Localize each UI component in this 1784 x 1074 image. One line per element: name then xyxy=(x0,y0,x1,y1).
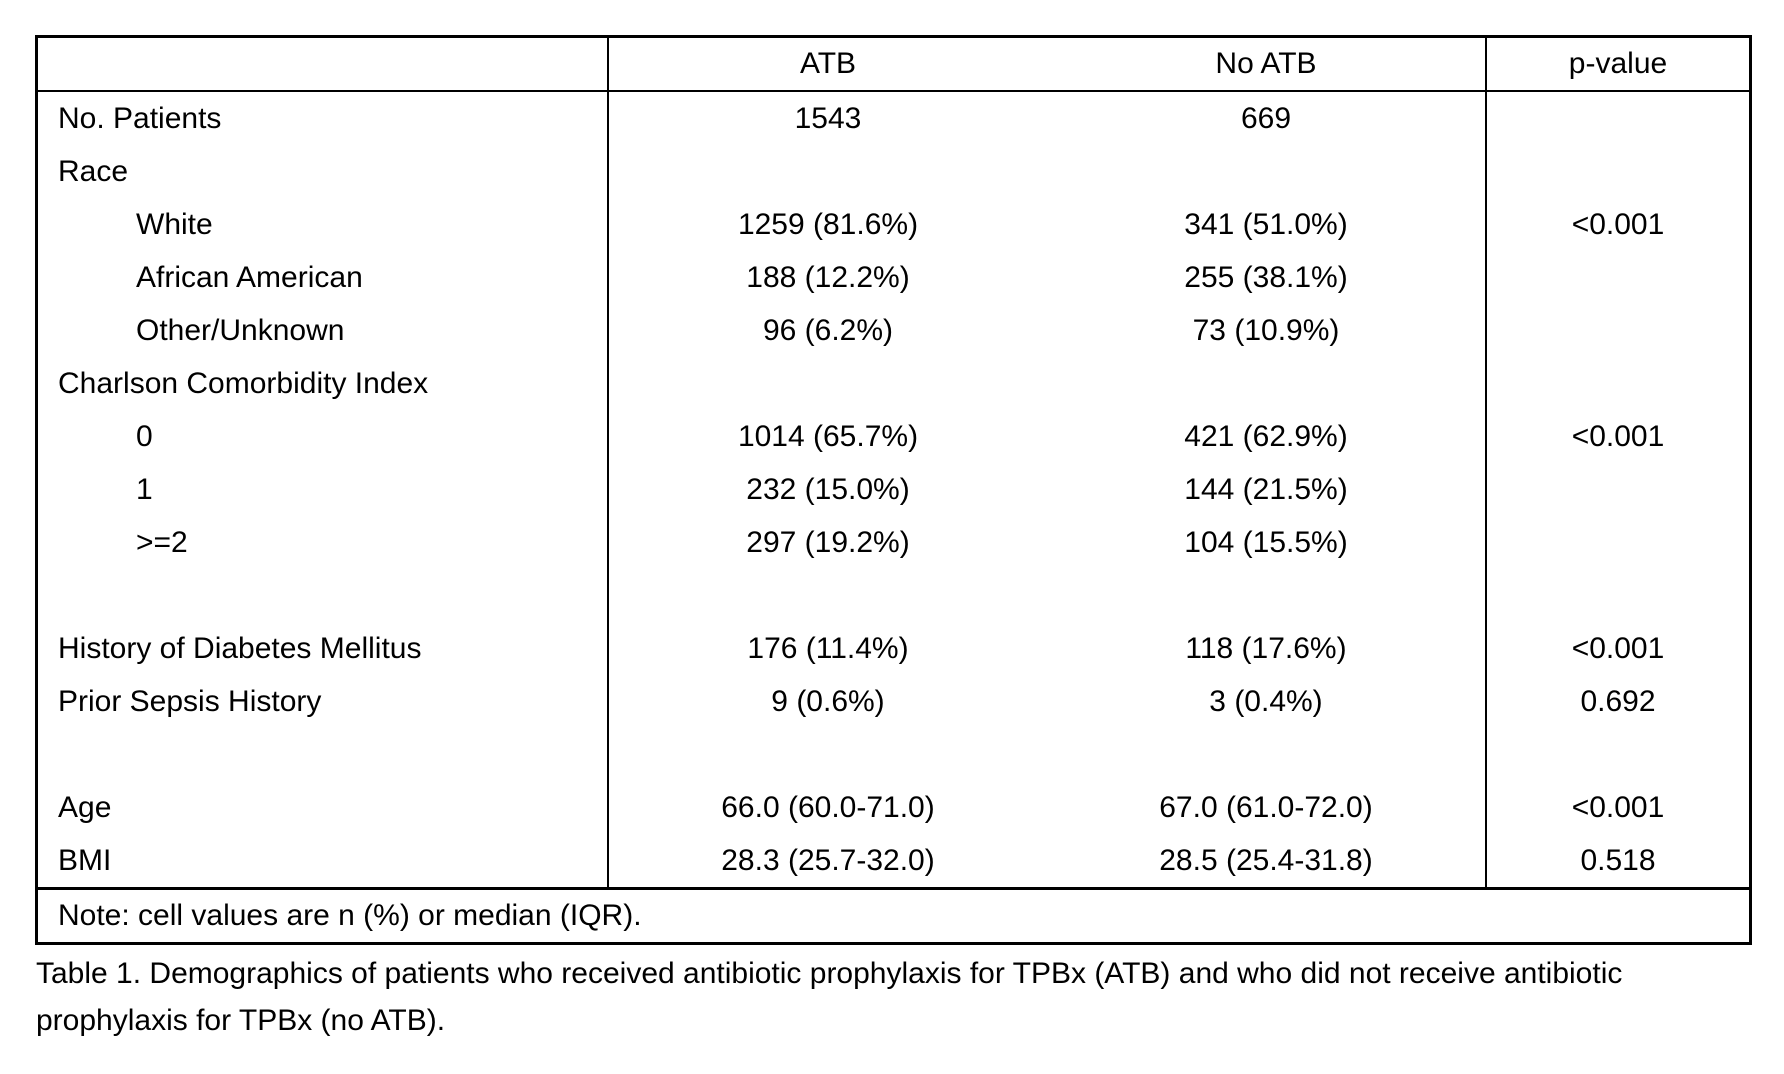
table-row: No. Patients 1543 669 xyxy=(38,92,1749,145)
cell-no-atb xyxy=(1047,357,1487,410)
row-label: 1 xyxy=(38,463,609,516)
row-label: 0 xyxy=(38,410,609,463)
header-no-atb: No ATB xyxy=(1047,38,1487,90)
table-row: History of Diabetes Mellitus 176 (11.4%) 1… xyxy=(38,622,1749,675)
cell-atb xyxy=(609,569,1047,622)
row-label: Race xyxy=(38,145,609,198)
row-label: Prior Sepsis History xyxy=(38,675,609,728)
table-row: >=2 297 (19.2%) 104 (15.5%) xyxy=(38,516,1749,569)
table-row: White 1259 (81.6%) 341 (51.0%) <0.001 xyxy=(38,198,1749,251)
cell-p-value xyxy=(1487,304,1749,357)
table-row: Age 66.0 (60.0-71.0) 67.0 (61.0-72.0) <0.00… xyxy=(38,781,1749,834)
cell-no-atb: 255 (38.1%) xyxy=(1047,251,1487,304)
cell-p-value: <0.001 xyxy=(1571,207,1665,241)
cell-p-value xyxy=(1487,251,1749,304)
cell-atb: 96 (6.2%) xyxy=(762,313,894,347)
row-label: Age xyxy=(38,781,609,834)
table-row: 0 1014 (65.7%) 421 (62.9%) <0.001 xyxy=(38,410,1749,463)
table-row: BMI 28.3 (25.7-32.0) 28.5 (25.4-31.8) 0.518 xyxy=(38,834,1749,887)
cell-atb: 232 (15.0%) xyxy=(746,472,910,506)
table-row: African American 188 (12.2%) 255 (38.1%) xyxy=(38,251,1749,304)
cell-p-value xyxy=(1487,357,1749,410)
cell-p-value xyxy=(1487,569,1749,622)
cell-atb: 9 (0.6%) xyxy=(771,684,885,718)
table-row xyxy=(38,569,1749,622)
table-row: Race xyxy=(38,145,1749,198)
cell-atb: 66.0 (60.0-71.0) xyxy=(721,790,935,824)
row-label: History of Diabetes Mellitus xyxy=(38,622,609,675)
cell-atb: 176 (11.4%) xyxy=(747,631,909,665)
cell-atb: 188 (12.2%) xyxy=(746,260,910,294)
cell-p-value: <0.001 xyxy=(1571,631,1665,665)
cell-p-value xyxy=(1487,145,1749,198)
table-row: 1 232 (15.0%) 144 (21.5%) xyxy=(38,463,1749,516)
cell-atb: 297 (19.2%) xyxy=(746,525,910,559)
demographics-table: ATB No ATB p-value No. Patients 1543 669 Ra… xyxy=(35,35,1752,945)
cell-no-atb: 341 (51.0%) xyxy=(1047,198,1487,251)
row-label: Other/Unknown xyxy=(38,304,609,357)
cell-atb: 1014 (65.7%) xyxy=(737,419,919,453)
cell-no-atb xyxy=(1047,569,1487,622)
cell-no-atb: 67.0 (61.0-72.0) xyxy=(1047,781,1487,834)
table-row: Other/Unknown 96 (6.2%) 73 (10.9%) xyxy=(38,304,1749,357)
cell-p-value: 0.692 xyxy=(1580,684,1656,718)
table-note: Note: cell values are n (%) or median (I… xyxy=(58,899,642,932)
cell-no-atb: 144 (21.5%) xyxy=(1047,463,1487,516)
cell-no-atb: 118 (17.6%) xyxy=(1047,622,1487,675)
row-label xyxy=(38,728,609,781)
cell-p-value xyxy=(1487,463,1749,516)
row-label: White xyxy=(38,198,609,251)
cell-no-atb xyxy=(1047,145,1487,198)
cell-no-atb: 3 (0.4%) xyxy=(1047,675,1487,728)
header-atb: ATB xyxy=(799,47,857,80)
row-label xyxy=(38,569,609,622)
row-label: No. Patients xyxy=(38,92,609,145)
cell-no-atb: 104 (15.5%) xyxy=(1047,516,1487,569)
cell-no-atb: 73 (10.9%) xyxy=(1047,304,1487,357)
cell-atb: 1259 (81.6%) xyxy=(737,207,919,241)
table-row: Charlson Comorbidity Index xyxy=(38,357,1749,410)
cell-p-value xyxy=(1487,92,1749,145)
cell-atb xyxy=(609,728,1047,781)
cell-no-atb: 421 (62.9%) xyxy=(1047,410,1487,463)
cell-atb xyxy=(609,357,1047,410)
row-label: African American xyxy=(38,251,609,304)
table-caption: Table 1. Demographics of patients who re… xyxy=(36,957,1623,1037)
cell-p-value xyxy=(1487,516,1749,569)
table-note-row: Note: cell values are n (%) or median (I… xyxy=(38,887,1749,942)
cell-no-atb: 28.5 (25.4-31.8) xyxy=(1047,834,1487,887)
table-row: Prior Sepsis History 9 (0.6%) 3 (0.4%) 0.69… xyxy=(38,675,1749,728)
cell-p-value: 0.518 xyxy=(1580,843,1656,877)
cell-p-value xyxy=(1487,728,1749,781)
row-label: Charlson Comorbidity Index xyxy=(38,357,609,410)
cell-atb xyxy=(609,145,1047,198)
header-empty xyxy=(38,38,609,90)
cell-p-value: <0.001 xyxy=(1571,790,1665,824)
table-header-row: ATB No ATB p-value xyxy=(38,38,1749,92)
table-body: No. Patients 1543 669 Race White 1259 (81.6%)… xyxy=(38,92,1749,887)
cell-no-atb: 669 xyxy=(1047,92,1487,145)
header-p-value: p-value xyxy=(1568,47,1668,80)
table-row xyxy=(38,728,1749,781)
row-label: BMI xyxy=(38,834,609,887)
cell-p-value: <0.001 xyxy=(1571,419,1665,453)
cell-no-atb xyxy=(1047,728,1487,781)
row-label: >=2 xyxy=(38,516,609,569)
cell-atb: 1543 xyxy=(794,101,862,135)
cell-atb: 28.3 (25.7-32.0) xyxy=(721,843,935,877)
